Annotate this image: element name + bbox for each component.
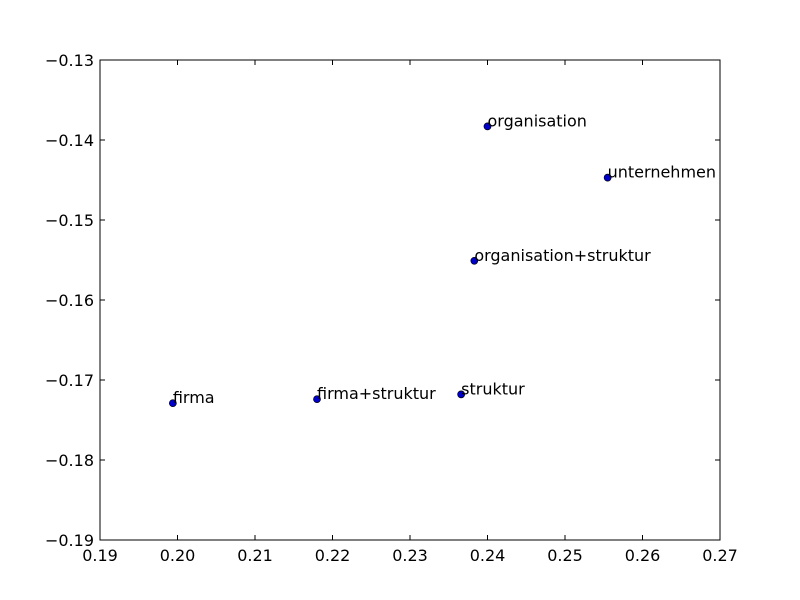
- data-point-label: firma+struktur: [317, 384, 436, 403]
- x-tick-label: 0.21: [237, 546, 273, 565]
- y-tick-label: −0.15: [45, 211, 94, 230]
- y-tick-label: −0.19: [45, 531, 94, 550]
- data-point: [603, 173, 612, 182]
- x-tick-label: 0.23: [392, 546, 428, 565]
- x-tick-label: 0.25: [547, 546, 583, 565]
- plot-frame: [99, 59, 721, 541]
- data-point-label: organisation: [488, 111, 587, 130]
- x-tick-label: 0.19: [82, 546, 118, 565]
- y-tick-label: −0.17: [45, 371, 94, 390]
- y-tick-label: −0.16: [45, 291, 94, 310]
- data-point-label: firma: [173, 388, 215, 407]
- x-tick-label: 0.22: [315, 546, 351, 565]
- axis-ticks: 0.19 0.20 0.21 0.22 0.23 0.24 0.25 0.26 0.27 −0.1…: [45, 51, 738, 565]
- data-point-label: organisation+struktur: [474, 246, 651, 265]
- data-point: [457, 390, 465, 399]
- y-tick-label: −0.14: [45, 131, 94, 150]
- data-point: [169, 399, 177, 408]
- data-points: [169, 122, 612, 408]
- x-tick-label: 0.27: [702, 546, 738, 565]
- data-point: [313, 395, 321, 404]
- x-tick-label: 0.24: [470, 546, 506, 565]
- y-tick-label: −0.18: [45, 451, 94, 470]
- data-point: [483, 122, 492, 131]
- plot-background: [100, 60, 720, 540]
- y-tick-label: −0.13: [45, 51, 94, 70]
- data-point-label: struktur: [461, 379, 525, 398]
- point-labels: organisation unternehmen organisation+stru…: [173, 111, 716, 407]
- data-point-label: unternehmen: [608, 163, 716, 182]
- x-tick-label: 0.20: [160, 546, 196, 565]
- x-tick-label: 0.26: [625, 546, 661, 565]
- data-point: [470, 256, 479, 265]
